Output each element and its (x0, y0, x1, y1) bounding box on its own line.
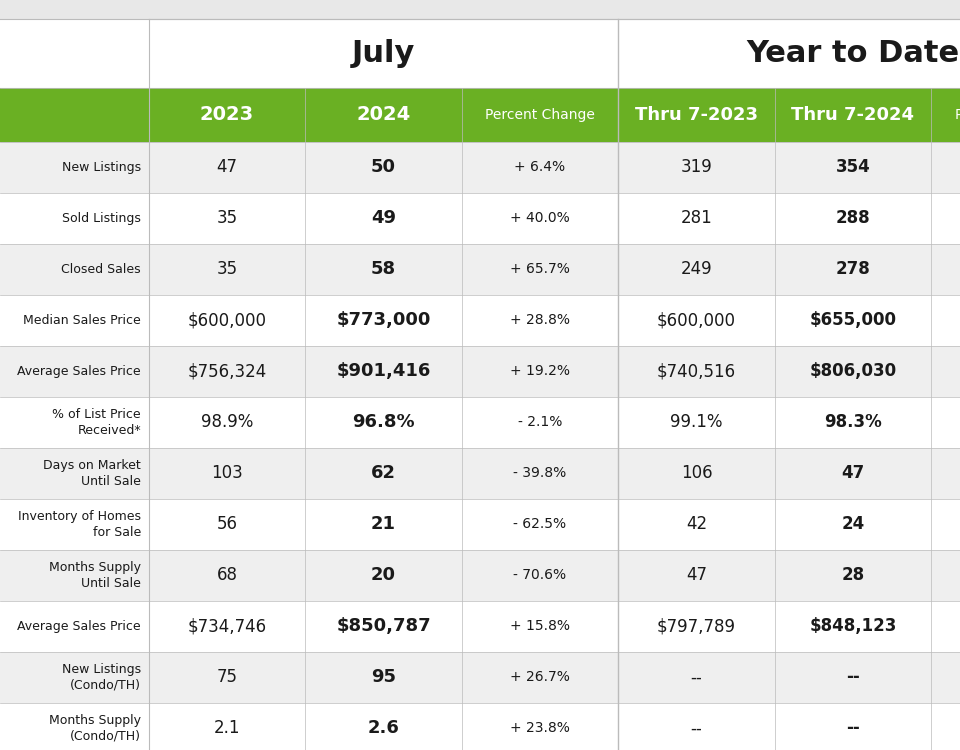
Text: New Listings: New Listings (62, 160, 141, 174)
Bar (0, 652, 960, 703)
Text: $773,000: $773,000 (336, 311, 431, 329)
Text: 103: 103 (211, 464, 243, 482)
Text: 354: 354 (835, 158, 871, 176)
Text: 47: 47 (217, 158, 237, 176)
Text: $756,324: $756,324 (187, 362, 267, 380)
Text: $806,030: $806,030 (809, 362, 897, 380)
Text: 95: 95 (371, 668, 396, 686)
Text: Closed Sales: Closed Sales (61, 262, 141, 276)
Text: 99.1%: 99.1% (670, 413, 723, 431)
Text: + 19.2%: + 19.2% (510, 364, 570, 378)
Text: 35: 35 (216, 260, 238, 278)
Text: $850,787: $850,787 (336, 617, 431, 635)
Text: Thru 7-2023: Thru 7-2023 (635, 106, 758, 124)
Text: Sold Listings: Sold Listings (62, 211, 141, 225)
Bar (0, 703, 960, 750)
Text: 281: 281 (681, 209, 712, 227)
Text: --: -- (846, 719, 860, 737)
Text: 106: 106 (681, 464, 712, 482)
Text: $901,416: $901,416 (336, 362, 431, 380)
Text: Average Sales Price: Average Sales Price (17, 620, 141, 633)
Text: $740,516: $740,516 (657, 362, 736, 380)
Text: - 2.1%: - 2.1% (517, 416, 563, 429)
Text: 98.9%: 98.9% (201, 413, 253, 431)
Text: Months Supply
Until Sale: Months Supply Until Sale (49, 561, 141, 590)
Text: 28: 28 (841, 566, 865, 584)
Text: 58: 58 (371, 260, 396, 278)
Text: --: -- (690, 719, 703, 737)
Text: 249: 249 (681, 260, 712, 278)
Text: % of List Price
Received*: % of List Price Received* (53, 408, 141, 436)
Text: 96.8%: 96.8% (352, 413, 415, 431)
Text: --: -- (690, 668, 703, 686)
Bar (0, 244, 960, 295)
Text: Days on Market
Until Sale: Days on Market Until Sale (43, 459, 141, 488)
Text: $797,789: $797,789 (657, 617, 736, 635)
Text: $655,000: $655,000 (809, 311, 897, 329)
Text: + 23.8%: + 23.8% (510, 722, 570, 735)
Text: 24: 24 (841, 515, 865, 533)
Text: 49: 49 (371, 209, 396, 227)
Text: 75: 75 (217, 668, 237, 686)
Text: Inventory of Homes
for Sale: Inventory of Homes for Sale (18, 510, 141, 538)
Text: Percent Change: Percent Change (954, 108, 960, 122)
Text: Months Supply
(Condo/TH): Months Supply (Condo/TH) (49, 714, 141, 742)
Text: 20: 20 (371, 566, 396, 584)
Text: + 26.7%: + 26.7% (510, 670, 570, 684)
Text: - 62.5%: - 62.5% (514, 518, 566, 531)
Text: --: -- (846, 668, 860, 686)
Text: 35: 35 (216, 209, 238, 227)
Bar (0, 193, 960, 244)
Text: Average Sales Price: Average Sales Price (17, 364, 141, 378)
Text: 288: 288 (835, 209, 871, 227)
Text: + 15.8%: + 15.8% (510, 620, 570, 633)
Bar (0, 499, 960, 550)
Text: Thru 7-2024: Thru 7-2024 (791, 106, 915, 124)
Text: + 65.7%: + 65.7% (510, 262, 570, 276)
Text: Year to Date: Year to Date (746, 39, 960, 68)
Text: 21: 21 (371, 515, 396, 533)
Bar (0, 550, 960, 601)
Text: $600,000: $600,000 (187, 311, 267, 329)
Text: + 40.0%: + 40.0% (510, 211, 570, 225)
Text: 2.6: 2.6 (368, 719, 399, 737)
Text: 47: 47 (841, 464, 865, 482)
Bar (0, 448, 960, 499)
Text: - 70.6%: - 70.6% (514, 568, 566, 582)
Text: Median Sales Price: Median Sales Price (23, 314, 141, 327)
Text: 68: 68 (217, 566, 237, 584)
Text: + 28.8%: + 28.8% (510, 314, 570, 327)
Text: 56: 56 (217, 515, 237, 533)
Text: 42: 42 (685, 515, 708, 533)
Text: New Listings
(Condo/TH): New Listings (Condo/TH) (62, 663, 141, 692)
Text: 319: 319 (681, 158, 712, 176)
Bar (0, 142, 960, 193)
Text: 2023: 2023 (200, 105, 254, 125)
Text: 50: 50 (371, 158, 396, 176)
Text: + 6.4%: + 6.4% (515, 160, 565, 174)
Text: 62: 62 (371, 464, 396, 482)
Bar (0, 397, 960, 448)
Text: $734,746: $734,746 (187, 617, 267, 635)
Text: July: July (351, 39, 416, 68)
Text: 2.1: 2.1 (214, 719, 240, 737)
Bar (0, 88, 960, 142)
Bar (0, 295, 960, 346)
Bar (0, 346, 960, 397)
Text: 278: 278 (835, 260, 871, 278)
Text: Percent Change: Percent Change (485, 108, 595, 122)
Bar (0, 19, 960, 88)
Text: 47: 47 (686, 566, 707, 584)
Text: 2024: 2024 (356, 105, 411, 125)
Text: $848,123: $848,123 (809, 617, 897, 635)
Text: - 39.8%: - 39.8% (514, 466, 566, 480)
Text: 98.3%: 98.3% (824, 413, 882, 431)
Text: $600,000: $600,000 (657, 311, 736, 329)
Bar (0, 601, 960, 652)
